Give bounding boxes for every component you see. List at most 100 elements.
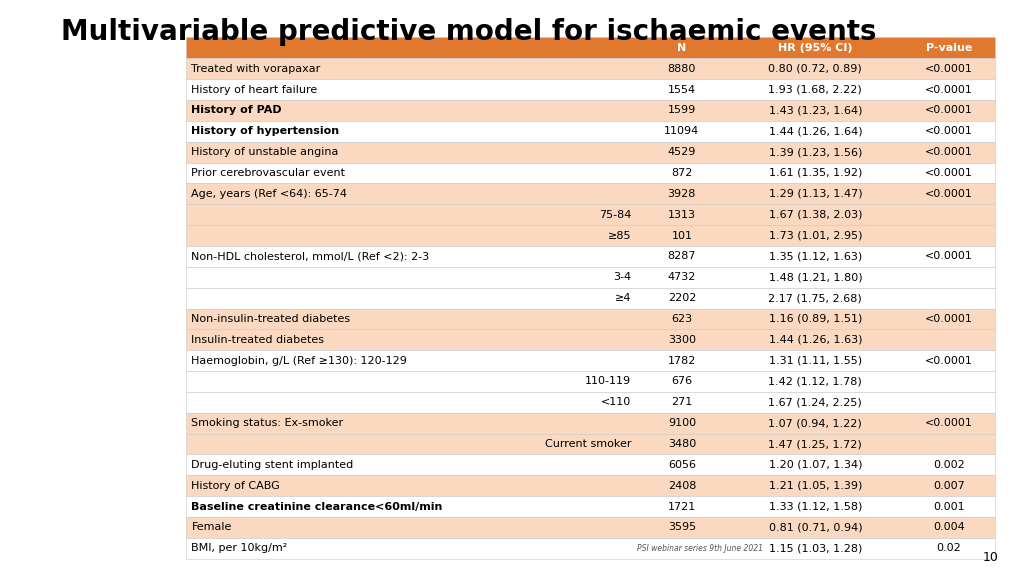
Bar bbox=[186, 162, 995, 183]
Text: 10: 10 bbox=[982, 551, 998, 564]
Text: 1.73 (1.01, 2.95): 1.73 (1.01, 2.95) bbox=[769, 230, 862, 241]
Text: 0.002: 0.002 bbox=[933, 460, 965, 470]
Bar bbox=[186, 517, 995, 538]
Text: 1.20 (1.07, 1.34): 1.20 (1.07, 1.34) bbox=[769, 460, 862, 470]
Text: 1.47 (1.25, 1.72): 1.47 (1.25, 1.72) bbox=[768, 439, 862, 449]
Text: Multivariable predictive model for ischaemic events: Multivariable predictive model for ischa… bbox=[61, 18, 877, 47]
Text: 2.17 (1.75, 2.68): 2.17 (1.75, 2.68) bbox=[768, 293, 862, 303]
Bar bbox=[186, 58, 995, 79]
Bar bbox=[186, 204, 995, 225]
Bar bbox=[186, 538, 995, 559]
Bar bbox=[186, 413, 995, 434]
Text: 1.44 (1.26, 1.63): 1.44 (1.26, 1.63) bbox=[769, 335, 862, 345]
Text: <0.0001: <0.0001 bbox=[925, 105, 973, 115]
Text: 3928: 3928 bbox=[668, 189, 696, 199]
Text: Female: Female bbox=[191, 522, 231, 532]
Text: <0.0001: <0.0001 bbox=[925, 64, 973, 74]
Text: 676: 676 bbox=[672, 377, 692, 386]
Text: 2202: 2202 bbox=[668, 293, 696, 303]
Bar bbox=[186, 350, 995, 371]
Text: 4529: 4529 bbox=[668, 147, 696, 157]
Text: 1.39 (1.23, 1.56): 1.39 (1.23, 1.56) bbox=[769, 147, 862, 157]
Text: Drug-eluting stent implanted: Drug-eluting stent implanted bbox=[191, 460, 353, 470]
Text: ≥85: ≥85 bbox=[608, 230, 631, 241]
Bar bbox=[186, 183, 995, 204]
Text: ≥4: ≥4 bbox=[614, 293, 631, 303]
Text: 110-119: 110-119 bbox=[585, 377, 631, 386]
Text: 1.07 (0.94, 1.22): 1.07 (0.94, 1.22) bbox=[768, 418, 862, 428]
Bar bbox=[186, 309, 995, 329]
Text: 1.31 (1.11, 1.55): 1.31 (1.11, 1.55) bbox=[769, 355, 862, 366]
Text: Non-HDL cholesterol, mmol/L (Ref <2): 2-3: Non-HDL cholesterol, mmol/L (Ref <2): 2-… bbox=[191, 251, 430, 262]
Text: 0.02: 0.02 bbox=[936, 543, 962, 554]
Bar bbox=[186, 434, 995, 454]
Text: 1.35 (1.12, 1.63): 1.35 (1.12, 1.63) bbox=[769, 251, 862, 262]
Text: <110: <110 bbox=[601, 397, 631, 407]
Bar bbox=[186, 37, 995, 58]
Text: 0.004: 0.004 bbox=[933, 522, 965, 532]
Text: HR (95% CI): HR (95% CI) bbox=[778, 43, 853, 53]
Text: 1.93 (1.68, 2.22): 1.93 (1.68, 2.22) bbox=[768, 85, 862, 94]
Text: <0.0001: <0.0001 bbox=[925, 251, 973, 262]
Text: 1.16 (0.89, 1.51): 1.16 (0.89, 1.51) bbox=[769, 314, 862, 324]
Text: 0.007: 0.007 bbox=[933, 481, 965, 491]
Bar bbox=[186, 100, 995, 121]
Text: <0.0001: <0.0001 bbox=[925, 126, 973, 137]
Bar bbox=[186, 79, 995, 100]
Bar bbox=[186, 121, 995, 142]
Text: 0.001: 0.001 bbox=[933, 502, 965, 511]
Text: N: N bbox=[677, 43, 686, 53]
Text: Current smoker: Current smoker bbox=[545, 439, 631, 449]
Bar bbox=[186, 287, 995, 309]
Text: Age, years (Ref <64): 65-74: Age, years (Ref <64): 65-74 bbox=[191, 189, 347, 199]
Text: 1782: 1782 bbox=[668, 355, 696, 366]
Text: 1554: 1554 bbox=[668, 85, 696, 94]
Text: 4732: 4732 bbox=[668, 272, 696, 282]
Text: 75-84: 75-84 bbox=[599, 210, 631, 219]
Bar bbox=[186, 142, 995, 162]
Text: 1.44 (1.26, 1.64): 1.44 (1.26, 1.64) bbox=[769, 126, 862, 137]
Text: <0.0001: <0.0001 bbox=[925, 314, 973, 324]
Text: 872: 872 bbox=[671, 168, 692, 178]
Text: 1.29 (1.13, 1.47): 1.29 (1.13, 1.47) bbox=[769, 189, 862, 199]
Text: 1721: 1721 bbox=[668, 502, 696, 511]
Text: <0.0001: <0.0001 bbox=[925, 147, 973, 157]
Bar bbox=[186, 454, 995, 475]
Text: History of unstable angina: History of unstable angina bbox=[191, 147, 339, 157]
Text: <0.0001: <0.0001 bbox=[925, 168, 973, 178]
Bar bbox=[186, 371, 995, 392]
Bar bbox=[186, 246, 995, 267]
Text: 3480: 3480 bbox=[668, 439, 696, 449]
Text: Haemoglobin, g/L (Ref ≥130): 120-129: Haemoglobin, g/L (Ref ≥130): 120-129 bbox=[191, 355, 408, 366]
Text: 3300: 3300 bbox=[668, 335, 696, 345]
Bar bbox=[186, 329, 995, 350]
Text: 1.61 (1.35, 1.92): 1.61 (1.35, 1.92) bbox=[769, 168, 862, 178]
Text: 1.15 (1.03, 1.28): 1.15 (1.03, 1.28) bbox=[769, 543, 862, 554]
Text: 0.80 (0.72, 0.89): 0.80 (0.72, 0.89) bbox=[768, 64, 862, 74]
Text: Insulin-treated diabetes: Insulin-treated diabetes bbox=[191, 335, 325, 345]
Text: 8287: 8287 bbox=[668, 251, 696, 262]
Text: <0.0001: <0.0001 bbox=[925, 189, 973, 199]
Text: 9100: 9100 bbox=[668, 418, 696, 428]
Text: 1599: 1599 bbox=[668, 105, 696, 115]
Text: <0.0001: <0.0001 bbox=[925, 85, 973, 94]
Text: <0.0001: <0.0001 bbox=[925, 355, 973, 366]
Text: 2408: 2408 bbox=[668, 481, 696, 491]
Text: 1.67 (1.38, 2.03): 1.67 (1.38, 2.03) bbox=[769, 210, 862, 219]
Text: 1.33 (1.12, 1.58): 1.33 (1.12, 1.58) bbox=[769, 502, 862, 511]
Text: <0.0001: <0.0001 bbox=[925, 418, 973, 428]
Bar bbox=[186, 475, 995, 496]
Bar bbox=[186, 225, 995, 246]
Text: 1.21 (1.05, 1.39): 1.21 (1.05, 1.39) bbox=[769, 481, 862, 491]
Text: History of PAD: History of PAD bbox=[191, 105, 283, 115]
Text: 6056: 6056 bbox=[668, 460, 696, 470]
Bar bbox=[186, 267, 995, 287]
Text: Baseline creatinine clearance<60ml/min: Baseline creatinine clearance<60ml/min bbox=[191, 502, 442, 511]
Text: History of CABG: History of CABG bbox=[191, 481, 281, 491]
Text: 11094: 11094 bbox=[665, 126, 699, 137]
Text: 0.81 (0.71, 0.94): 0.81 (0.71, 0.94) bbox=[769, 522, 862, 532]
Text: BMI, per 10kg/m²: BMI, per 10kg/m² bbox=[191, 543, 288, 554]
Text: 1.43 (1.23, 1.64): 1.43 (1.23, 1.64) bbox=[769, 105, 862, 115]
Text: 3-4: 3-4 bbox=[613, 272, 631, 282]
Text: 1.67 (1.24, 2.25): 1.67 (1.24, 2.25) bbox=[768, 397, 862, 407]
